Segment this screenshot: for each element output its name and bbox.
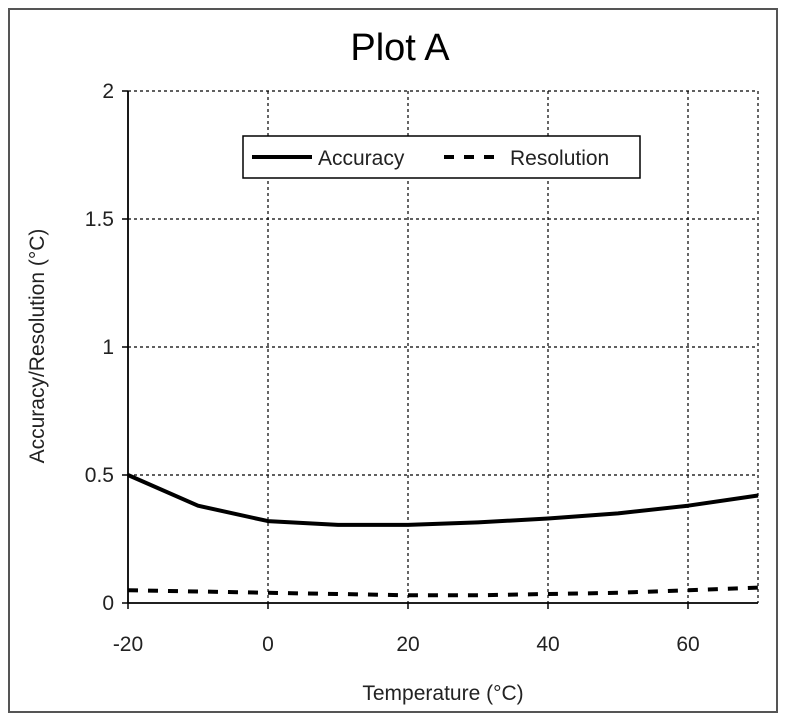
series-lines — [127, 473, 759, 598]
x-axis-label: Temperature (°C) — [362, 682, 523, 705]
y-tick-label: 0.5 — [85, 464, 114, 487]
legend-accuracy-label: Accuracy — [318, 147, 405, 170]
y-tick-labels: 0 0.5 1 1.5 2 — [85, 80, 114, 615]
x-tick-label: 60 — [676, 633, 699, 656]
legend-resolution-label: Resolution — [510, 147, 609, 170]
y-tick-label: 2 — [102, 80, 114, 103]
series-line-accuracy — [127, 473, 759, 527]
x-tick-label: 20 — [396, 633, 419, 656]
x-tick-label: -20 — [113, 633, 143, 656]
x-tick-labels: -20 0 20 40 60 — [113, 633, 700, 656]
y-axis-label: Accuracy/Resolution (°C) — [26, 229, 49, 464]
y-tick-label: 1 — [102, 336, 114, 359]
x-tick-label: 0 — [262, 633, 274, 656]
x-tick-label: 40 — [536, 633, 559, 656]
axes — [122, 90, 758, 609]
y-tick-label: 0 — [102, 592, 114, 615]
series-line-resolution — [127, 585, 759, 598]
chart-title: Plot A — [350, 27, 450, 69]
y-tick-label: 1.5 — [85, 208, 114, 231]
legend: Accuracy Resolution — [242, 135, 641, 179]
